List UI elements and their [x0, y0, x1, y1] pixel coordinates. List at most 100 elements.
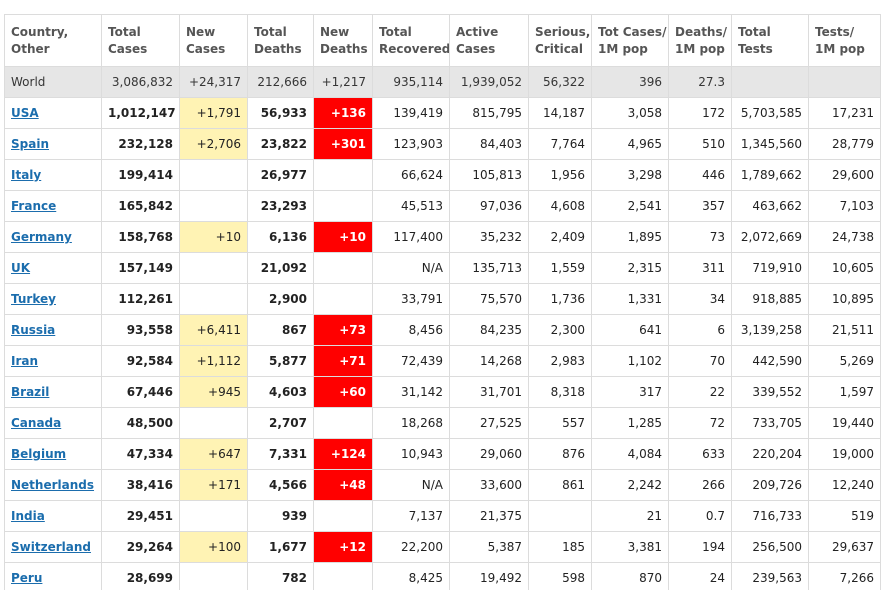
total-tests-header[interactable]: Total Tests: [731, 14, 809, 67]
country-link[interactable]: Netherlands: [11, 478, 95, 492]
serious-critical-cell: 7,764: [528, 128, 592, 160]
total-recovered-header[interactable]: Total Recovered: [372, 14, 450, 67]
new-cases-cell: [179, 407, 248, 439]
total-cases-cell: 3,086,832: [101, 66, 180, 98]
tests-per-million-cell: 21,511: [808, 314, 881, 346]
cases-per-million-cell: 1,895: [591, 221, 669, 253]
country-link[interactable]: Spain: [11, 137, 49, 151]
cases-per-million-header[interactable]: Tot Cases/1M pop: [591, 14, 669, 67]
country-link[interactable]: Belgium: [11, 447, 67, 461]
deaths-per-million-cell: 172: [668, 97, 732, 129]
total-recovered-cell: 22,200: [372, 531, 450, 563]
total-tests-cell: 339,552: [731, 376, 809, 408]
cases-per-million-cell: 3,058: [591, 97, 669, 129]
total-deaths-cell: 782: [247, 562, 314, 590]
total-deaths-cell: 21,092: [247, 252, 314, 284]
table-row: France 165,842 23,293 45,513 97,036 4,608 2,54…: [4, 190, 881, 222]
deaths-per-million-cell: 311: [668, 252, 732, 284]
table-row: Turkey 112,261 2,900 33,791 75,570 1,736 1,331…: [4, 283, 881, 315]
new-deaths-cell: +73: [313, 314, 373, 346]
country-link[interactable]: Turkey: [11, 292, 56, 306]
total-deaths-cell: 1,677: [247, 531, 314, 563]
new-deaths-cell: [313, 159, 373, 191]
country-cell: Belgium: [4, 438, 102, 470]
country-cell: USA: [4, 97, 102, 129]
country-link[interactable]: UK: [11, 261, 31, 275]
total-cases-header[interactable]: Total Cases: [101, 14, 180, 67]
serious-critical-cell: 876: [528, 438, 592, 470]
total-recovered-cell: 935,114: [372, 66, 450, 98]
active-cases-header[interactable]: Active Cases: [449, 14, 529, 67]
new-cases-cell: [179, 562, 248, 590]
total-tests-cell: 5,703,585: [731, 97, 809, 129]
country-header[interactable]: Country, Other: [4, 14, 102, 67]
active-cases-cell: 84,403: [449, 128, 529, 160]
active-cases-cell: 105,813: [449, 159, 529, 191]
deaths-per-million-header[interactable]: Deaths/1M pop: [668, 14, 732, 67]
serious-critical-header-line: Critical: [535, 41, 584, 56]
tests-per-million-header-line: 1M pop: [815, 41, 865, 56]
active-cases-cell: 27,525: [449, 407, 529, 439]
country-link[interactable]: France: [11, 199, 57, 213]
country-link[interactable]: Italy: [11, 168, 42, 182]
new-deaths-header[interactable]: New Deaths: [313, 14, 373, 67]
active-cases-cell: 21,375: [449, 500, 529, 532]
country-link[interactable]: Russia: [11, 323, 56, 337]
table-row: Switzerland 29,264 +100 1,677 +12 22,200 5,387…: [4, 531, 881, 563]
country-link[interactable]: Germany: [11, 230, 72, 244]
deaths-per-million-cell: 446: [668, 159, 732, 191]
total-deaths-header-line: Deaths: [254, 41, 302, 56]
total-cases-cell: 1,012,147: [101, 97, 180, 129]
new-deaths-cell: [313, 562, 373, 590]
total-tests-cell: 239,563: [731, 562, 809, 590]
total-tests-cell: 1,345,560: [731, 128, 809, 160]
country-link[interactable]: Brazil: [11, 385, 50, 399]
country-header-line: Country,: [11, 24, 69, 39]
new-deaths-cell: +136: [313, 97, 373, 129]
deaths-per-million-cell: 357: [668, 190, 732, 222]
deaths-per-million-header-line: Deaths/: [675, 24, 728, 39]
country-cell: Netherlands: [4, 469, 102, 501]
country-link[interactable]: Peru: [11, 571, 43, 585]
new-deaths-cell: +60: [313, 376, 373, 408]
total-deaths-cell: 26,977: [247, 159, 314, 191]
new-cases-header[interactable]: New Cases: [179, 14, 248, 67]
new-deaths-cell: [313, 190, 373, 222]
total-deaths-cell: 23,822: [247, 128, 314, 160]
active-cases-cell: 75,570: [449, 283, 529, 315]
country-link[interactable]: Canada: [11, 416, 62, 430]
country-link[interactable]: USA: [11, 106, 39, 120]
total-cases-cell: 28,699: [101, 562, 180, 590]
new-cases-cell: +945: [179, 376, 248, 408]
new-cases-cell: [179, 159, 248, 191]
new-cases-cell: +1,791: [179, 97, 248, 129]
cases-per-million-cell: 2,242: [591, 469, 669, 501]
new-deaths-cell: [313, 283, 373, 315]
new-deaths-cell: +48: [313, 469, 373, 501]
country-cell: Turkey: [4, 283, 102, 315]
country-link[interactable]: Iran: [11, 354, 39, 368]
total-deaths-header[interactable]: Total Deaths: [247, 14, 314, 67]
country-link[interactable]: India: [11, 509, 45, 523]
table-row: Iran 92,584 +1,112 5,877 +71 72,439 14,268 2,98…: [4, 345, 881, 377]
total-recovered-cell: 123,903: [372, 128, 450, 160]
cases-per-million-cell: 2,541: [591, 190, 669, 222]
total-tests-cell: 442,590: [731, 345, 809, 377]
table-row: Canada 48,500 2,707 18,268 27,525 557 1,285 72 7…: [4, 407, 881, 439]
country-link[interactable]: Switzerland: [11, 540, 91, 554]
cases-per-million-cell: 21: [591, 500, 669, 532]
country-cell: Italy: [4, 159, 102, 191]
total-recovered-cell: 139,419: [372, 97, 450, 129]
total-cases-cell: 158,768: [101, 221, 180, 253]
serious-critical-header[interactable]: Serious, Critical: [528, 14, 592, 67]
new-cases-cell: [179, 500, 248, 532]
tests-per-million-header[interactable]: Tests/1M pop: [808, 14, 881, 67]
cases-per-million-cell: 1,285: [591, 407, 669, 439]
new-deaths-header-line: Deaths: [320, 41, 368, 56]
country-header-line: Other: [11, 41, 50, 56]
total-recovered-header-line: Recovered: [379, 41, 450, 56]
country-cell: Germany: [4, 221, 102, 253]
total-recovered-cell: 31,142: [372, 376, 450, 408]
active-cases-cell: 33,600: [449, 469, 529, 501]
